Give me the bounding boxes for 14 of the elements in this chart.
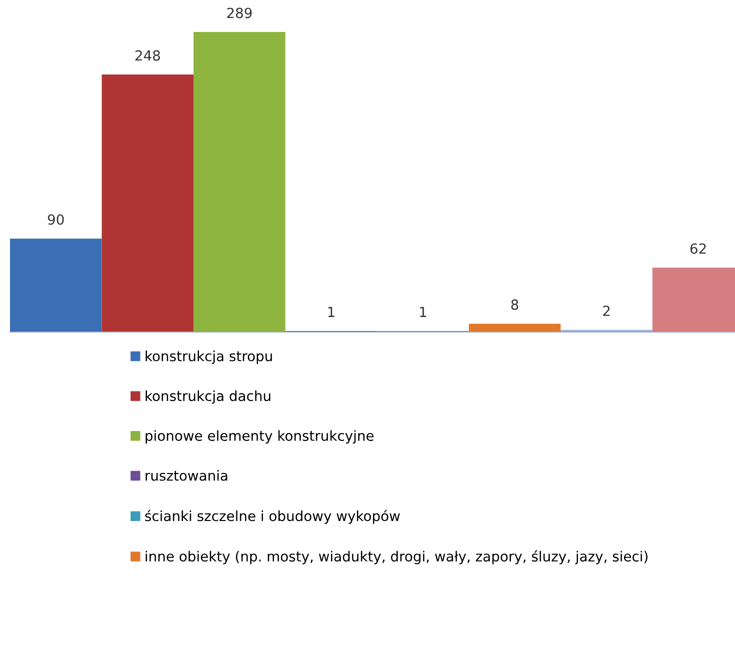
data-label: 248 bbox=[135, 50, 160, 61]
data-label: 1 bbox=[420, 306, 426, 317]
legend-label: rusztowania bbox=[146, 470, 228, 481]
data-label: 8 bbox=[511, 299, 518, 310]
legend-label: pionowe elementy konstrukcyjne bbox=[146, 430, 374, 444]
legend-label: konstrukcja dachu bbox=[146, 390, 270, 404]
data-label: 62 bbox=[690, 243, 706, 254]
data-label: 289 bbox=[227, 8, 252, 18]
legend-label: konstrukcja stropu bbox=[146, 350, 272, 364]
legend-label: ścianki szczelne i obudowy wykopów bbox=[145, 510, 400, 524]
legend-label: inne obiekty (np. mosty, wiadukty, drogi, wały, zapory, śluzy, jazy, sieci) bbox=[146, 550, 648, 564]
data-label: 2 bbox=[603, 306, 610, 316]
data-label: 1 bbox=[328, 306, 334, 317]
data-label: 90 bbox=[48, 214, 64, 225]
